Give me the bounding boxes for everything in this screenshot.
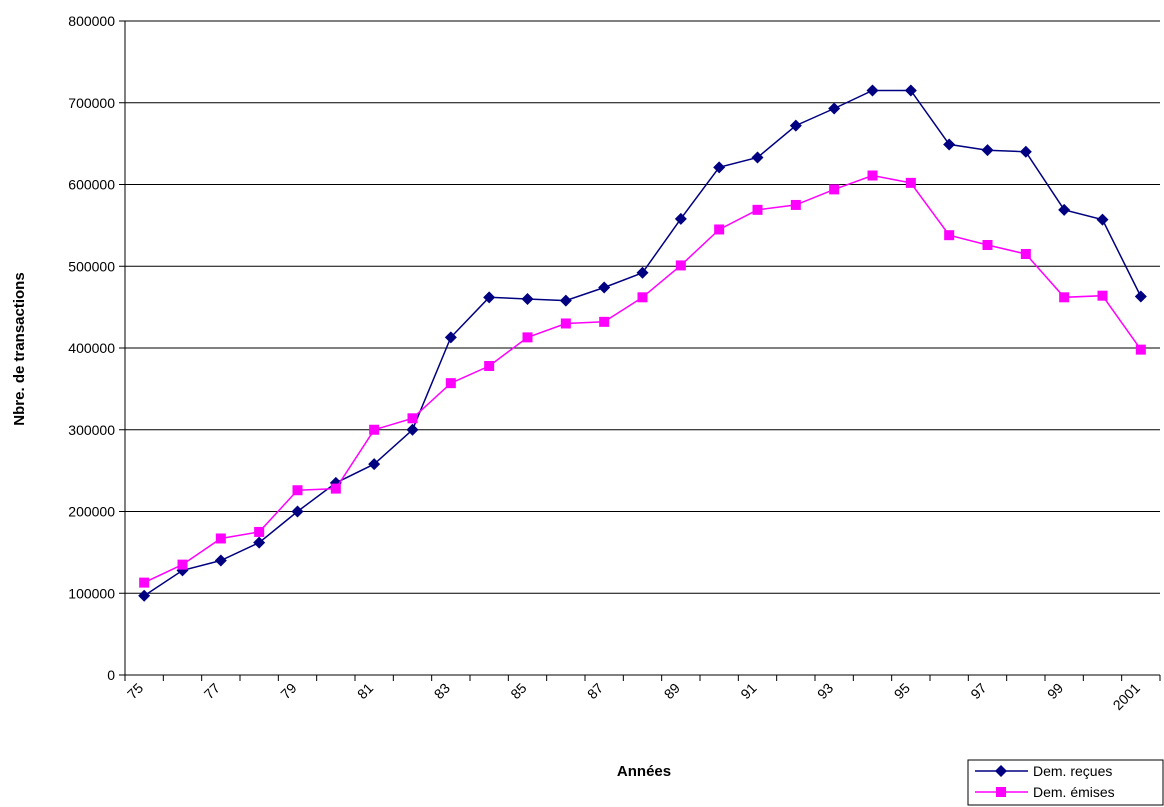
series-1-point-1983 [445, 378, 456, 389]
x-tick-label-91: 91 [737, 680, 759, 702]
series-1-point-1975 [139, 577, 150, 588]
series-0-point-1977 [214, 554, 227, 567]
series-1-point-1980 [330, 483, 341, 494]
x-tick-label-77: 77 [201, 680, 223, 702]
series-0-point-1999 [1058, 203, 1071, 216]
series-1-point-1988 [637, 292, 648, 303]
series-1-point-1985 [522, 332, 533, 343]
series-1-point-1978 [254, 526, 265, 537]
x-tick-label-81: 81 [354, 680, 376, 702]
x-tick-label-2001: 2001 [1110, 680, 1143, 713]
legend-label-recues: Dem. reçues [1033, 763, 1112, 779]
y-tick-label-200000: 200000 [68, 504, 115, 520]
series-0-point-2000 [1096, 213, 1109, 226]
series-0-point-1992 [789, 119, 802, 132]
series-1-point-1999 [1059, 292, 1070, 303]
series-1-point-2000 [1097, 290, 1108, 301]
series-0-point-1991 [751, 151, 764, 164]
y-tick-label-400000: 400000 [68, 340, 115, 356]
legend-marker-emises [996, 787, 1006, 797]
x-tick-label-99: 99 [1044, 680, 1066, 702]
series-0-point-1998 [1019, 145, 1032, 158]
grid-lines [125, 20, 1160, 594]
y-tick-label-300000: 300000 [68, 422, 115, 438]
series-0-point-1985 [521, 292, 534, 305]
legend-marker-recues [995, 765, 1007, 777]
series-1-point-1995 [905, 177, 916, 188]
x-tick-label-75: 75 [124, 680, 146, 702]
series-1-point-1991 [752, 204, 763, 215]
x-tick-label-79: 79 [277, 680, 299, 702]
series-0-point-1997 [981, 144, 994, 157]
y-tick-label-0: 0 [107, 667, 115, 683]
series-1-point-1989 [675, 260, 686, 271]
series-0-point-1984 [483, 291, 496, 304]
series-0-point-1983 [444, 331, 457, 344]
y-tick-label-500000: 500000 [68, 258, 115, 274]
series-1-point-1976 [177, 559, 188, 570]
series-1-point-1993 [829, 184, 840, 195]
series-1-point-1979 [292, 485, 303, 496]
series-0-point-1990 [713, 161, 726, 174]
y-tick-label-700000: 700000 [68, 95, 115, 111]
series-0-point-1996 [943, 138, 956, 151]
series-0-point-1989 [674, 212, 687, 225]
series-1-point-1986 [560, 318, 571, 329]
y-axis-title: Nbre. de transactions [11, 272, 28, 425]
series-1-point-1982 [407, 413, 418, 424]
series-1-point-1998 [1020, 248, 1031, 259]
series-1-point-1984 [484, 360, 495, 371]
series-0-point-1987 [598, 281, 611, 294]
y-tick-label-600000: 600000 [68, 177, 115, 193]
series-0-line [143, 89, 1142, 597]
legend-label-emises: Dem. émises [1033, 784, 1115, 800]
series-0-point-1993 [828, 102, 841, 115]
series-1-point-1997 [982, 239, 993, 250]
series-0-point-1982 [406, 423, 419, 436]
series-group [138, 84, 1147, 602]
series-1-point-1996 [944, 230, 955, 241]
y-tick-label-800000: 800000 [68, 13, 115, 29]
y-tick-labels: 0 100000 200000 300000 400000 500000 600000 700… [68, 13, 125, 683]
legend: Dem. reçues Dem. émises [967, 759, 1164, 806]
series-0-point-1979 [291, 505, 304, 518]
series-0-point-1995 [904, 84, 917, 97]
x-tick-label-95: 95 [891, 680, 913, 702]
x-tick-label-85: 85 [507, 680, 529, 702]
series-0-point-1981 [368, 458, 381, 471]
y-tick-label-100000: 100000 [68, 585, 115, 601]
x-tick-label-93: 93 [814, 680, 836, 702]
series-1-point-1977 [215, 533, 226, 544]
series-1-point-1981 [369, 424, 380, 435]
series-1-point-1987 [599, 316, 610, 327]
series-1-point-1994 [867, 170, 878, 181]
series-1-point-2001 [1135, 344, 1146, 355]
x-axis-title: Années [617, 763, 671, 780]
x-tick-labels: 75 77 79 81 83 85 87 89 91 93 95 97 99 2001 [124, 675, 1161, 713]
series-1-line [143, 174, 1142, 584]
series-0-point-1994 [866, 84, 879, 97]
series-0-point-1988 [636, 266, 649, 279]
series-0-point-1986 [559, 294, 572, 307]
series-0-point-2001 [1134, 290, 1147, 303]
x-tick-label-87: 87 [584, 680, 606, 702]
series-0-point-1975 [138, 589, 151, 602]
series-1-point-1990 [714, 224, 725, 235]
x-tick-label-97: 97 [967, 680, 989, 702]
x-tick-label-89: 89 [661, 680, 683, 702]
series-0-point-1978 [253, 536, 266, 549]
x-tick-label-83: 83 [431, 680, 453, 702]
series-1-point-1992 [790, 199, 801, 210]
